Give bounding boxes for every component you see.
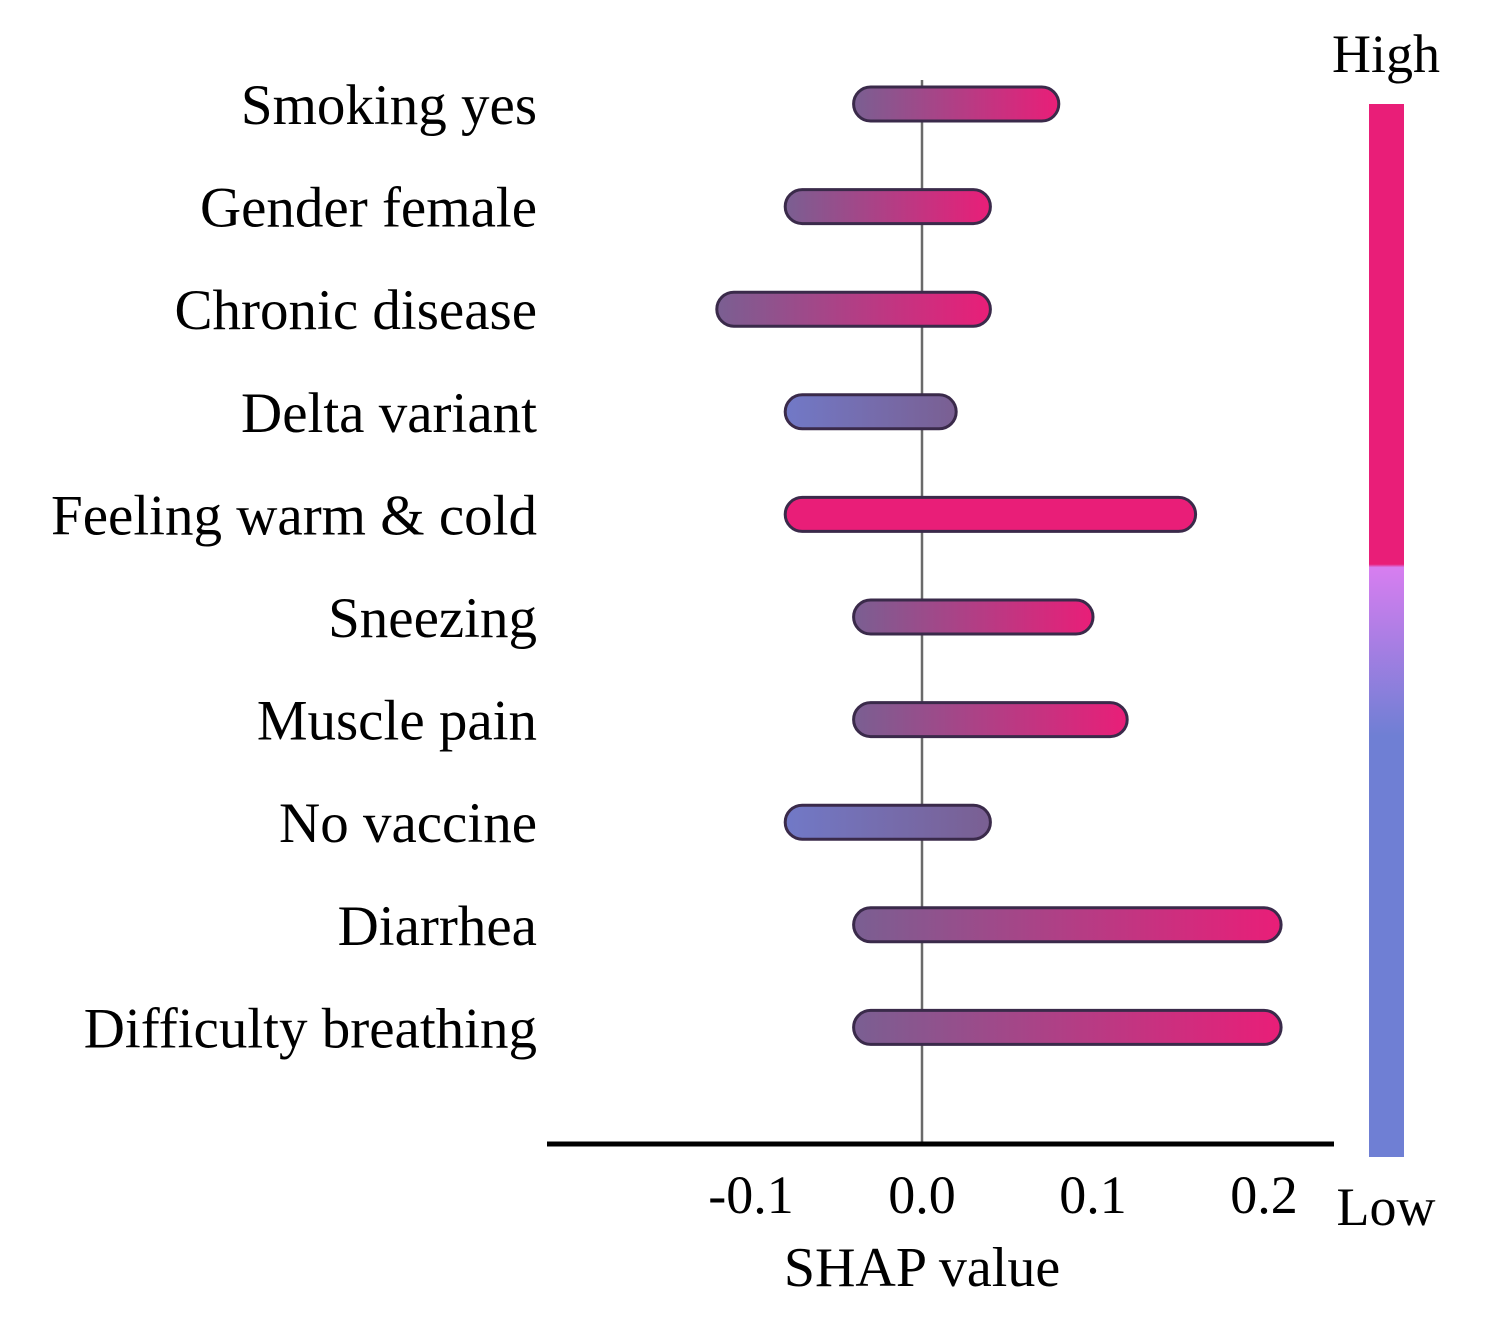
shap-bar — [852, 85, 1061, 123]
feature-label: Muscle pain — [257, 690, 537, 753]
feature-label: Difficulty breathing — [84, 997, 537, 1060]
shap-bar — [783, 803, 992, 841]
x-tick-label: 0.1 — [1059, 1165, 1127, 1225]
colorbar: High Low — [1332, 24, 1440, 1237]
feature-labels: Smoking yes Gender female Chronic disease D… — [51, 74, 537, 1060]
feature-label: Delta variant — [241, 382, 537, 445]
shap-bar — [852, 1008, 1283, 1046]
colorbar-high-label: High — [1332, 24, 1440, 84]
feature-label: Feeling warm & cold — [51, 484, 537, 547]
shap-bar — [783, 188, 992, 226]
shap-bar — [783, 393, 958, 431]
shap-bar — [783, 495, 1198, 533]
x-tick-labels: -0.1 0.0 0.1 0.2 — [708, 1165, 1297, 1225]
feature-label: Smoking yes — [241, 74, 537, 137]
colorbar-low-label: Low — [1337, 1177, 1436, 1237]
feature-label: Diarrhea — [338, 895, 537, 958]
shap-bar — [715, 290, 992, 328]
shap-bar — [852, 906, 1283, 944]
feature-label: Chronic disease — [175, 279, 537, 342]
bars — [715, 85, 1283, 1046]
x-tick-label: 0.0 — [888, 1165, 956, 1225]
colorbar-gradient — [1369, 104, 1404, 1157]
feature-label: No vaccine — [279, 792, 537, 855]
feature-label: Gender female — [200, 177, 537, 240]
shap-bar — [852, 701, 1129, 739]
x-tick-label: 0.2 — [1230, 1165, 1298, 1225]
feature-label: Sneezing — [328, 587, 537, 650]
shap-bar — [852, 598, 1095, 636]
x-tick-label: -0.1 — [708, 1165, 793, 1225]
x-axis-label: SHAP value — [784, 1237, 1060, 1299]
